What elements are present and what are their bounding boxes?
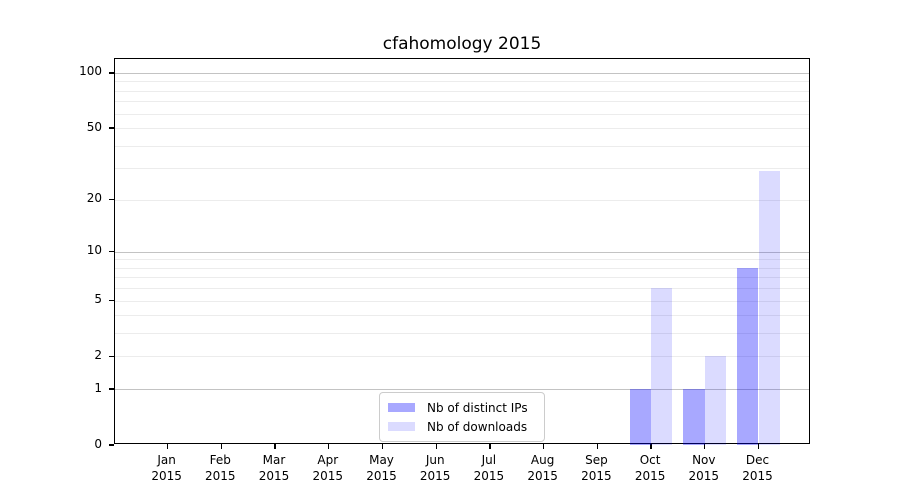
y-gridline-minor <box>115 300 809 302</box>
y-tick-mark <box>108 127 114 129</box>
y-tick-label: 100 <box>79 64 102 79</box>
x-tick-mark <box>274 444 276 450</box>
y-tick-label: 5 <box>94 292 102 306</box>
y-tick-label: 20 <box>86 191 102 205</box>
chart-title: cfahomology 2015 <box>382 34 542 54</box>
x-tick-mark <box>220 444 222 450</box>
x-tick-label-jan: Jan 2015 <box>151 453 182 483</box>
y-gridline-minor <box>115 277 809 279</box>
x-tick-label-mar: Mar 2015 <box>258 453 290 483</box>
x-tick-mark <box>650 444 652 450</box>
y-gridline-minor <box>115 356 809 358</box>
x-tick-mark <box>596 444 599 450</box>
bar-downloads-oct <box>651 288 673 445</box>
bar-distinct-ips-dec <box>737 267 759 445</box>
y-tick-label: 10 <box>86 243 102 258</box>
y-tick-label: 1 <box>94 380 102 395</box>
y-gridline-minor <box>115 199 809 201</box>
x-tick-mark <box>757 444 760 450</box>
bar-downloads-dec <box>758 170 780 445</box>
x-tick-mark <box>328 444 330 450</box>
y-gridline-minor <box>115 259 809 261</box>
y-gridline-minor <box>115 145 809 147</box>
legend-item-downloads: Nb of downloads <box>388 417 536 436</box>
x-tick-label-feb: Feb 2015 <box>205 453 236 483</box>
y-gridline-minor <box>115 101 809 103</box>
y-tick-label: 0 <box>94 436 102 451</box>
x-tick-mark <box>381 444 384 450</box>
x-tick-label-oct: Oct 2015 <box>634 453 666 483</box>
y-tick-mark <box>108 72 114 74</box>
y-gridline-minor <box>115 168 809 170</box>
bar-downloads-nov <box>704 356 727 445</box>
y-gridline-minor <box>115 90 809 92</box>
x-tick-label-dec: Dec 2015 <box>742 453 773 483</box>
y-tick-label: 2 <box>94 347 102 362</box>
legend-label: Nb of distinct IPs <box>427 400 528 415</box>
y-gridline-minor <box>115 113 809 115</box>
y-gridline-minor <box>115 81 809 83</box>
bar-distinct-ips-oct <box>629 389 652 445</box>
y-gridline-minor <box>115 128 809 129</box>
x-tick-label-sep: Sep 2015 <box>581 453 612 483</box>
y-gridline-minor <box>115 267 809 269</box>
x-tick-mark <box>542 444 545 450</box>
legend: Nb of distinct IPs Nb of downloads <box>379 392 545 442</box>
y-gridline-major <box>115 251 809 253</box>
x-tick-mark <box>166 444 169 450</box>
y-gridline-minor <box>115 288 809 290</box>
y-tick-mark <box>108 444 114 446</box>
x-tick-label-nov: Nov 2015 <box>688 453 720 483</box>
y-tick-mark <box>108 355 114 358</box>
y-tick-label: 50 <box>86 119 102 134</box>
x-tick-label-may: May 2015 <box>366 453 397 483</box>
y-tick-mark <box>108 299 114 302</box>
x-tick-mark <box>435 444 437 450</box>
legend-label: Nb of downloads <box>427 419 528 434</box>
legend-swatch-distinct-ips <box>388 403 415 412</box>
y-gridline-major <box>115 389 809 391</box>
plot-area: Nb of distinct IPs Nb of downloads <box>108 58 810 450</box>
y-gridline-minor <box>115 333 809 335</box>
legend-swatch-downloads <box>388 422 415 431</box>
x-tick-label-aug: Aug 2015 <box>527 453 558 483</box>
y-gridline-major <box>115 72 809 74</box>
y-tick-mark <box>108 198 114 201</box>
y-tick-mark <box>108 388 114 390</box>
x-tick-label-apr: Apr 2015 <box>312 453 344 483</box>
y-tick-mark <box>108 251 114 253</box>
x-tick-mark <box>704 444 706 450</box>
x-tick-label-jun: Jun 2015 <box>419 453 451 483</box>
bar-distinct-ips-nov <box>683 389 705 445</box>
y-gridline-minor <box>115 315 809 317</box>
x-tick-mark <box>489 444 491 450</box>
legend-item-distinct-ips: Nb of distinct IPs <box>388 398 536 417</box>
x-tick-label-jul: Jul 2015 <box>473 453 505 483</box>
